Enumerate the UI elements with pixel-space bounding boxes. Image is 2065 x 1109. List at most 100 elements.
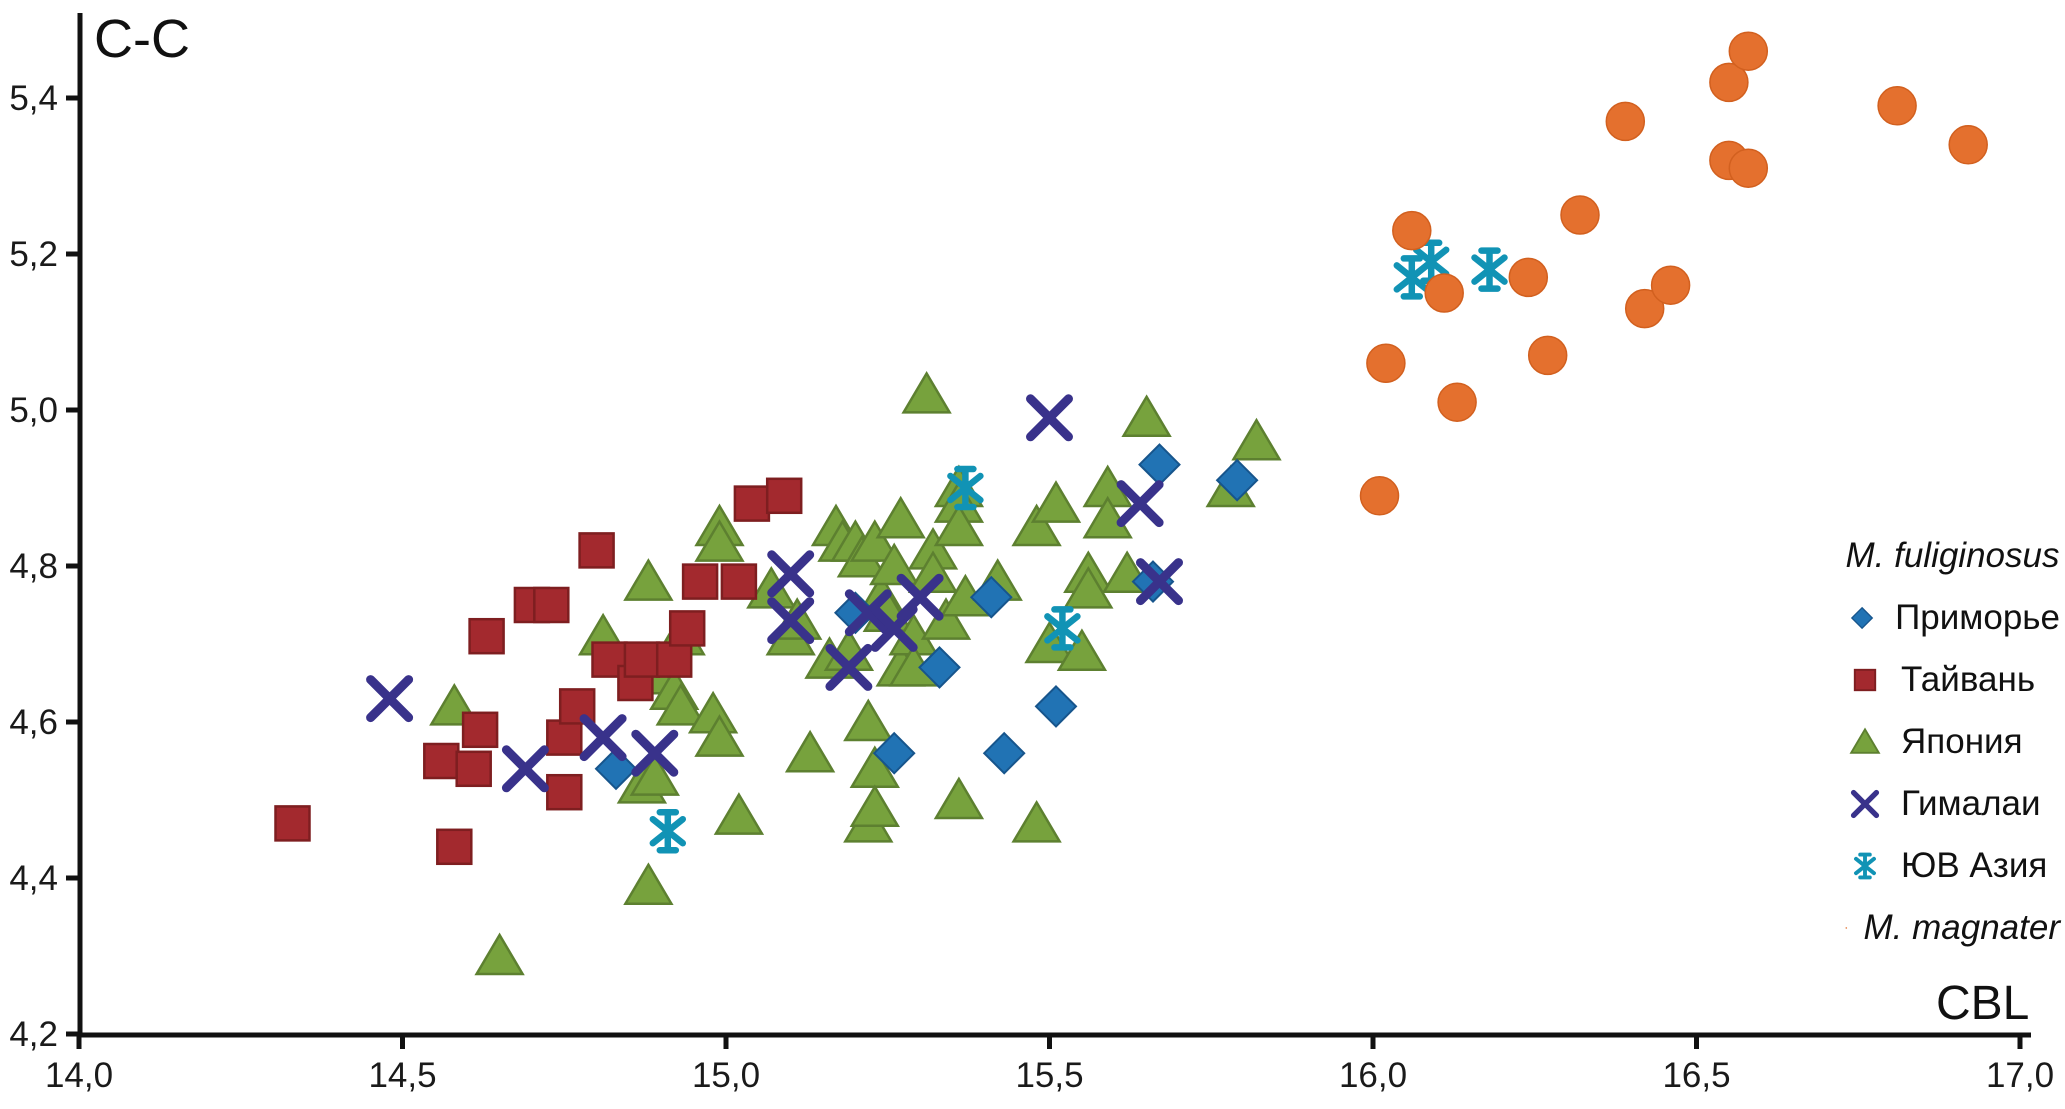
x-tick-label: 15,0	[692, 1056, 760, 1095]
point	[1437, 382, 1477, 422]
x-tick-label: 17,0	[1986, 1056, 2054, 1095]
point	[1063, 565, 1114, 609]
point	[1136, 558, 1183, 606]
point	[1508, 257, 1549, 298]
point	[1605, 101, 1646, 142]
point	[501, 745, 549, 793]
x-tick-label: 15,5	[1015, 1056, 1083, 1095]
point	[969, 575, 1013, 619]
point	[629, 753, 680, 796]
point	[623, 641, 661, 678]
point	[1728, 31, 1769, 71]
point	[720, 563, 758, 600]
point	[1359, 476, 1400, 516]
point	[681, 563, 719, 600]
series-M. magnater	[1359, 31, 1988, 516]
point	[849, 519, 900, 562]
point	[1366, 343, 1406, 383]
point	[1011, 503, 1062, 547]
point	[1121, 394, 1172, 438]
point	[623, 558, 674, 601]
y-tick-label: 4,6	[9, 703, 58, 742]
point	[1393, 255, 1431, 300]
point	[1044, 606, 1081, 651]
diamond-legend-icon	[1850, 606, 1874, 630]
point	[1424, 273, 1464, 313]
point	[1948, 125, 1988, 165]
x-legend-icon	[1850, 789, 1880, 819]
point	[1030, 480, 1082, 523]
point	[455, 750, 492, 788]
point	[546, 719, 583, 756]
point	[1624, 288, 1665, 329]
series-Тайвань	[274, 477, 803, 866]
point	[784, 729, 836, 773]
y-tick-label: 4,4	[9, 859, 58, 898]
point	[1877, 86, 1917, 126]
legend-item-Япония: Япония	[1845, 722, 2060, 762]
circle-legend-icon	[1845, 927, 1848, 929]
legend-header: M. fuliginosus	[1845, 536, 2060, 575]
point	[767, 597, 815, 645]
point	[1412, 239, 1450, 285]
point	[843, 698, 894, 742]
point	[869, 542, 920, 586]
x-tick-label: 14,5	[368, 1056, 436, 1095]
point	[1231, 417, 1282, 461]
legend-item-M. magnater: M. magnater	[1845, 908, 2060, 948]
point	[933, 776, 985, 820]
point	[655, 682, 706, 726]
legend-item-label: Тайвань	[1901, 660, 2036, 699]
point	[1527, 335, 1568, 376]
y-tick-label: 4,2	[9, 1015, 58, 1054]
axes	[66, 13, 2031, 1049]
point	[1034, 684, 1078, 728]
point	[274, 805, 311, 842]
legend-item-label: Гималаи	[1901, 784, 2041, 823]
point	[1116, 480, 1164, 528]
point	[694, 519, 745, 562]
legend-item-Тайвань: Тайвань	[1845, 660, 2060, 700]
y-tick-label: 5,2	[9, 235, 58, 274]
point	[1392, 210, 1432, 251]
point	[844, 589, 892, 637]
point	[1082, 495, 1133, 539]
point	[631, 729, 679, 777]
point	[655, 641, 693, 678]
point	[872, 731, 916, 775]
legend-item-Гималаи: Гималаи	[1845, 784, 2060, 824]
point	[901, 370, 952, 414]
x-axis-title: CBL	[1936, 977, 2030, 1030]
x-tick-label: 14,0	[45, 1056, 113, 1095]
point	[713, 792, 765, 835]
point	[1471, 247, 1508, 292]
legend-item-label: Япония	[1901, 722, 2023, 761]
point	[825, 643, 873, 691]
point	[546, 773, 583, 811]
point	[436, 828, 473, 866]
x-tick-label: 16,0	[1339, 1056, 1407, 1095]
point	[1650, 265, 1691, 305]
point	[896, 573, 944, 621]
point	[1709, 62, 1749, 103]
point	[579, 714, 627, 762]
series-Гималаи	[366, 394, 1183, 793]
point	[694, 714, 745, 757]
point	[875, 495, 926, 539]
point	[474, 932, 525, 976]
point	[1215, 458, 1259, 502]
point	[461, 711, 499, 749]
series-ЮВ Азия	[649, 239, 1508, 854]
legend: M. fuliginosus Приморье Тайвань Япония Гима…	[1845, 536, 2061, 948]
y-tick-label: 5,4	[9, 79, 58, 118]
point	[849, 784, 900, 828]
point	[578, 532, 615, 569]
legend-item-label: M. magnater	[1863, 908, 2060, 947]
zh-star-legend-icon	[1854, 852, 1876, 880]
point	[533, 586, 570, 624]
legend-item-ЮВ Азия: ЮВ Азия	[1845, 846, 2060, 886]
point	[1728, 148, 1769, 188]
tick-labels: 14,0 14,5 15,0 15,5 16,0 16,5 17,0 4,2 4,4 4,6 4,8…	[9, 79, 2054, 1095]
point	[920, 597, 972, 640]
